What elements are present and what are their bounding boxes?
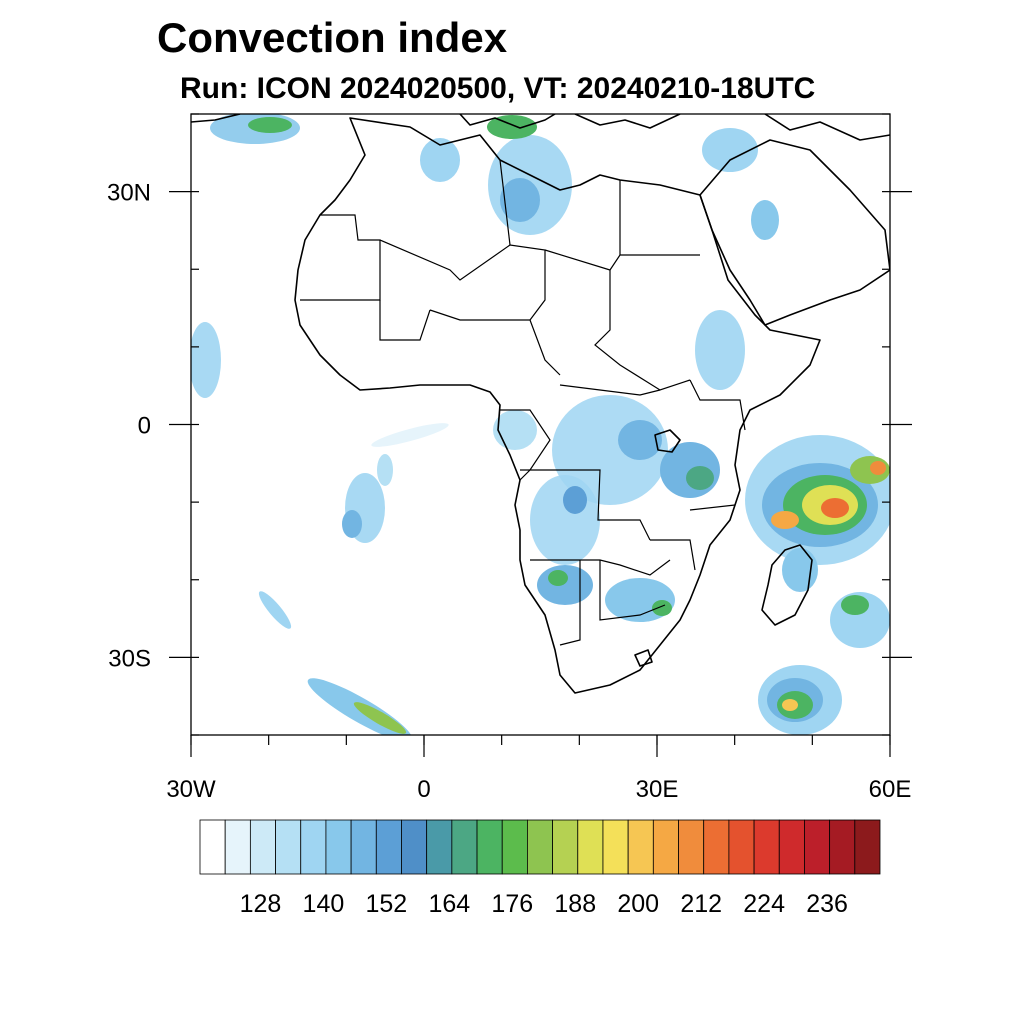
colorbar-swatch — [451, 819, 478, 875]
colorbar-swatch — [804, 819, 831, 875]
colorbar-swatch — [703, 819, 730, 875]
colorbar-label: 236 — [806, 890, 848, 918]
colorbar-swatch — [753, 819, 780, 875]
colorbar-swatch — [300, 819, 327, 875]
colorbar-swatch — [401, 819, 428, 875]
lon-tick-label: 30W — [166, 776, 216, 803]
colorbar-label: 188 — [554, 890, 596, 918]
colorbar-swatch — [325, 819, 352, 875]
colorbar-label: 176 — [491, 890, 533, 918]
colorbar-swatch — [577, 819, 604, 875]
convection-field — [191, 114, 890, 735]
colorbar-swatch — [199, 819, 226, 875]
colorbar-swatch — [249, 819, 276, 875]
colorbar-swatch — [778, 819, 805, 875]
colorbar-swatch — [627, 819, 654, 875]
colorbar-swatch — [527, 819, 553, 875]
colorbar-swatch — [652, 819, 679, 875]
colorbar-swatch — [678, 819, 705, 875]
lon-tick-label: 60E — [869, 776, 912, 803]
lat-tick-label: 30S — [108, 645, 151, 672]
lon-tick-label: 30E — [636, 776, 679, 803]
colorbar-swatch — [602, 819, 629, 875]
colorbar-swatch — [854, 819, 881, 875]
lat-tick-label: 30N — [107, 180, 151, 207]
colorbar-swatch — [350, 819, 377, 875]
map-title: Convection index — [157, 14, 508, 61]
country-borders — [300, 159, 746, 646]
colorbar-swatch — [501, 819, 528, 875]
colorbar-swatch — [728, 819, 755, 875]
colorbar-label: 140 — [303, 890, 345, 918]
colorbar-swatch — [275, 819, 302, 875]
colorbar-label: 212 — [680, 890, 722, 918]
colorbar: 128 140 152 164 176 188 200 212 224 236 — [199, 819, 881, 918]
colorbar-swatch — [829, 819, 856, 875]
colorbar-label: 128 — [240, 890, 282, 918]
colorbar-swatch — [552, 819, 579, 875]
coastline-icon — [191, 114, 890, 694]
lat-tick-label: 0 — [138, 413, 151, 440]
lon-tick-label: 0 — [417, 776, 430, 803]
colorbar-label: 152 — [366, 890, 408, 918]
axis-ticks: 30W 0 30E 60E 30N 0 30S — [107, 113, 912, 803]
map-subtitle: Run: ICON 2024020500, VT: 20240210-18UTC — [180, 72, 816, 105]
colorbar-swatch — [476, 819, 503, 875]
colorbar-label: 224 — [743, 890, 785, 918]
colorbar-swatch — [375, 819, 402, 875]
colorbar-label: 200 — [617, 890, 659, 918]
colorbar-swatch — [224, 819, 251, 875]
colorbar-label: 164 — [428, 890, 470, 918]
colorbar-swatch — [426, 819, 453, 875]
